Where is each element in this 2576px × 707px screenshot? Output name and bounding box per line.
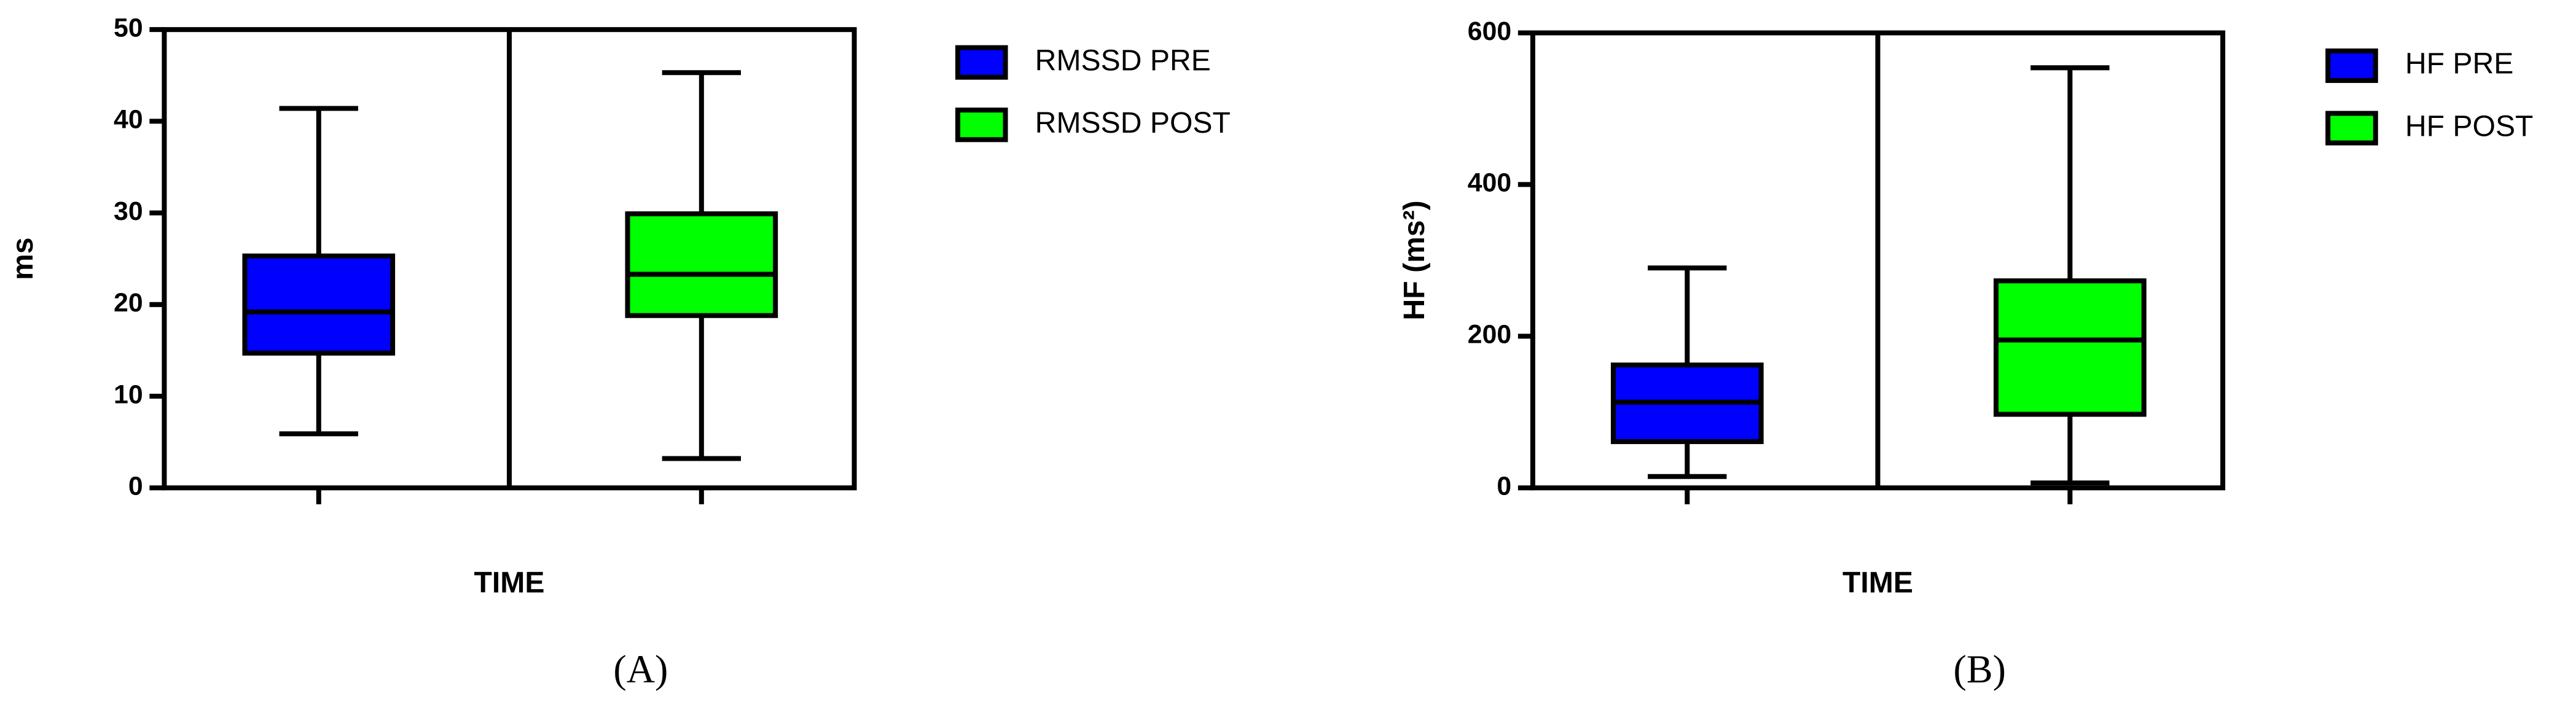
y-tick-label: 0 [1497,472,1511,501]
y-axis-label: ms [6,237,39,280]
legend-label: HF POST [2405,109,2534,143]
y-tick-label: 20 [114,288,143,318]
legend-swatch [955,45,1008,80]
box [242,253,396,356]
x-axis-label: TIME [1842,566,1913,600]
y-tick-label: 10 [114,380,143,409]
legend-label: RMSSD PRE [1035,44,1211,77]
y-tick-label: 600 [1468,17,1511,46]
y-tick-label: 50 [114,13,143,42]
caption: (A) [613,647,668,691]
caption: (B) [1954,647,2006,691]
y-tick-label: 40 [114,105,143,135]
box [625,211,778,318]
legend-label: RMSSD POST [1035,106,1231,139]
box [1994,278,2147,417]
legend-swatch [2325,111,2378,146]
legend-swatch [955,107,1008,143]
y-tick-label: 200 [1468,320,1511,350]
legend-swatch [2325,48,2378,84]
y-axis-label: HF (ms²) [1398,200,1431,320]
y-tick-label: 30 [114,197,143,226]
y-tick-label: 400 [1468,168,1511,198]
y-tick-label: 0 [128,472,143,501]
legend-label: HF PRE [2405,47,2513,80]
x-axis-label: TIME [474,566,544,600]
